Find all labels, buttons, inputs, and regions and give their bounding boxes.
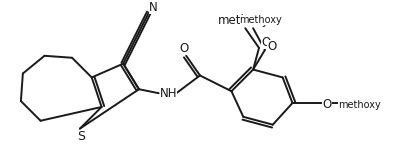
Text: NH: NH xyxy=(160,87,177,100)
Text: methoxy: methoxy xyxy=(338,100,381,110)
Text: S: S xyxy=(77,130,85,143)
Text: methoxy: methoxy xyxy=(217,14,269,27)
Text: N: N xyxy=(149,1,158,14)
Text: O: O xyxy=(179,42,189,55)
Text: O: O xyxy=(267,41,277,53)
Text: methoxy: methoxy xyxy=(240,15,282,25)
Text: O: O xyxy=(261,37,271,49)
Text: O: O xyxy=(322,98,332,112)
